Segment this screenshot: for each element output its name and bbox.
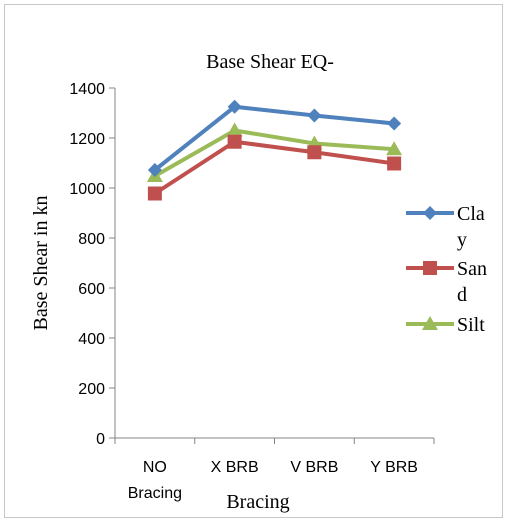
- legend-item: Cla y: [406, 203, 485, 251]
- series-0: [147, 99, 402, 177]
- data-point: [307, 108, 322, 123]
- series-line: [153, 128, 395, 178]
- series-layer: [146, 99, 403, 201]
- chart-title: Base Shear EQ-: [206, 51, 334, 73]
- y-axis-title: Base Shear in kn: [30, 196, 52, 331]
- data-point: [387, 156, 402, 171]
- legend-marker: [422, 316, 438, 330]
- data-point: [386, 141, 403, 156]
- legend-marker: [423, 206, 437, 220]
- data-point: [387, 116, 402, 131]
- data-point: [147, 163, 162, 177]
- series-1: [147, 134, 402, 201]
- data-point: [227, 99, 242, 114]
- data-point: [226, 122, 243, 137]
- chart-frame: [4, 4, 503, 518]
- x-tick-label: Y BRB: [370, 459, 418, 476]
- x-axis-title: Bracing: [226, 491, 289, 513]
- y-tick-label: 400: [78, 331, 105, 348]
- y-tick-label: 1400: [69, 81, 105, 98]
- x-tick-label: V BRB: [290, 459, 338, 476]
- y-tick-label: 1200: [69, 131, 105, 148]
- y-tick-labels: 0 200 400 600 800 1000 1200 1400: [69, 81, 105, 448]
- legend-label: Cla y: [457, 203, 485, 251]
- series-line: [153, 139, 395, 196]
- y-tick-label: 200: [78, 381, 105, 398]
- series-line: [153, 104, 395, 172]
- legend-item: Silt: [406, 314, 485, 336]
- x-tick-label: X BRB: [211, 459, 259, 476]
- y-tick-label: 600: [78, 281, 105, 298]
- x-tick-label: NO Bracing: [128, 459, 182, 502]
- data-point: [227, 134, 242, 149]
- y-tick-label: 800: [78, 231, 105, 248]
- legend-item: San d: [406, 258, 487, 306]
- data-point: [147, 186, 162, 201]
- legend-marker: [423, 261, 437, 275]
- x-tick-labels: NO Bracing X BRB V BRB Y BRB: [128, 459, 418, 502]
- legend-label: Silt: [457, 314, 485, 336]
- y-tick-label: 0: [96, 431, 105, 448]
- legend: Cla y San d Silt: [406, 203, 487, 336]
- y-tick-label: 1000: [69, 181, 105, 198]
- axes: [109, 87, 435, 444]
- data-point: [307, 145, 322, 160]
- legend-label: San d: [457, 258, 487, 306]
